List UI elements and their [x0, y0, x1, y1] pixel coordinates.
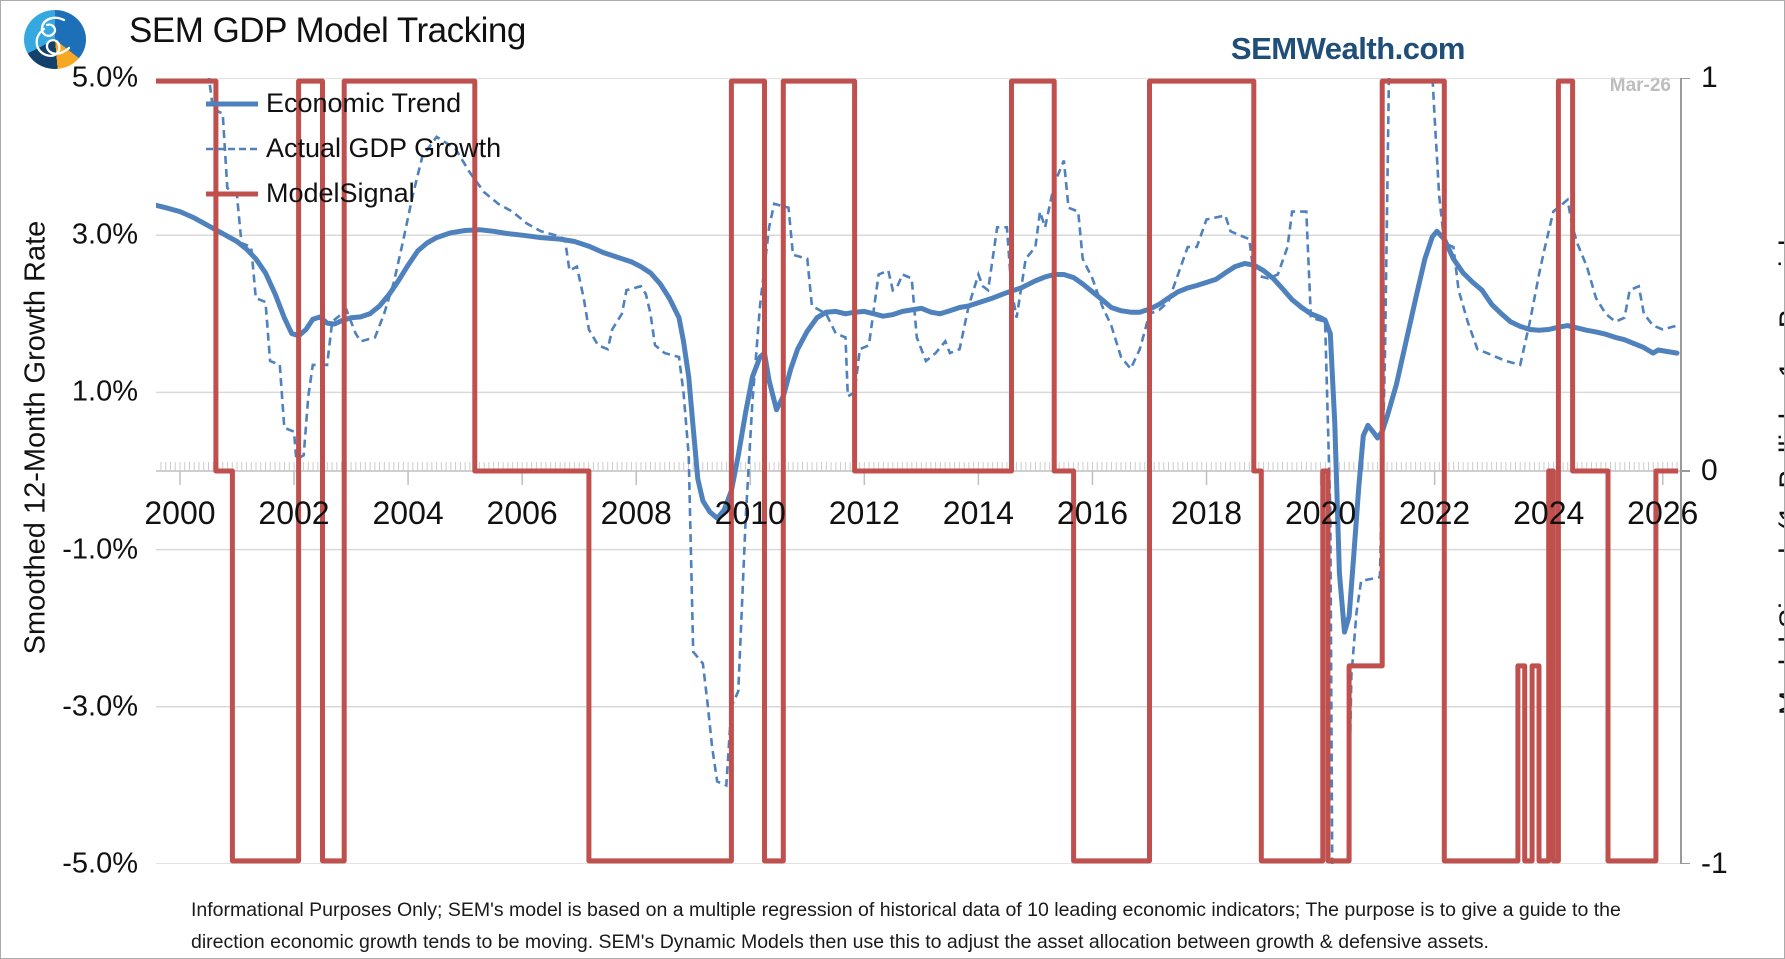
x-axis-year-label: 2014: [942, 495, 1014, 531]
left-ytick-label: -3.0%: [62, 690, 138, 723]
disclaimer-line-2: direction economic growth tends to be mo…: [191, 931, 1489, 953]
as-of-date-label: Mar-26: [1609, 75, 1671, 96]
right-axis-title: Model Signal: (1=Bullish, -1 = Bearish: [1774, 229, 1785, 716]
x-axis-year-label: 2002: [258, 495, 330, 531]
x-axis-year-label: 2008: [600, 495, 672, 531]
left-ytick-label: 1.0%: [71, 375, 138, 408]
right-ytick-label: 1: [1701, 61, 1718, 94]
solid-line-swatch-icon: [206, 101, 258, 106]
chart-canvas: [153, 29, 1690, 913]
x-axis-year-label: 2018: [1170, 495, 1243, 531]
disclaimer-text: Informational Purposes Only; SEM's model…: [191, 894, 1621, 958]
x-axis-year-label: 2000: [144, 495, 216, 531]
x-axis-year-label: 2010: [714, 495, 786, 531]
plot-area: [153, 29, 1691, 913]
left-ytick-label: -1.0%: [62, 533, 138, 566]
page-title: SEM GDP Model Tracking: [129, 11, 526, 50]
sem-logo-glyph: [35, 16, 71, 57]
x-axis-year-label: 2022: [1399, 495, 1471, 531]
left-ytick-label: 3.0%: [71, 218, 138, 251]
x-axis-year-label: 2004: [372, 495, 444, 531]
watermark-link[interactable]: SEMWealth.com: [1230, 31, 1466, 66]
chart-legend: Economic Trend Actual GDP Growth ModelSi…: [206, 81, 501, 216]
left-ytick-label: 5.0%: [71, 61, 138, 94]
disclaimer-line-1: Informational Purposes Only; SEM's model…: [191, 899, 1621, 921]
right-ytick-label: -1: [1701, 847, 1728, 880]
red-line-swatch-icon: [206, 191, 258, 196]
x-axis-year-label: 2006: [486, 495, 558, 531]
right-ytick-label: 0: [1701, 454, 1718, 487]
legend-item-modelsignal: ModelSignal: [206, 171, 501, 216]
dashed-line-swatch-icon: [206, 147, 258, 150]
x-axis-year-label: 2026: [1627, 495, 1699, 531]
x-axis-year-label: 2020: [1284, 495, 1357, 531]
legend-item-actual-gdp-growth: Actual GDP Growth: [206, 126, 501, 171]
left-ytick-label: -5.0%: [62, 847, 138, 880]
x-axis-year-label: 2024: [1513, 495, 1585, 531]
sem-logo: [24, 10, 86, 69]
x-axis-year-label: 2012: [828, 495, 900, 531]
x-axis-year-label: 2016: [1056, 495, 1129, 531]
legend-item-economic-trend: Economic Trend: [206, 81, 501, 126]
